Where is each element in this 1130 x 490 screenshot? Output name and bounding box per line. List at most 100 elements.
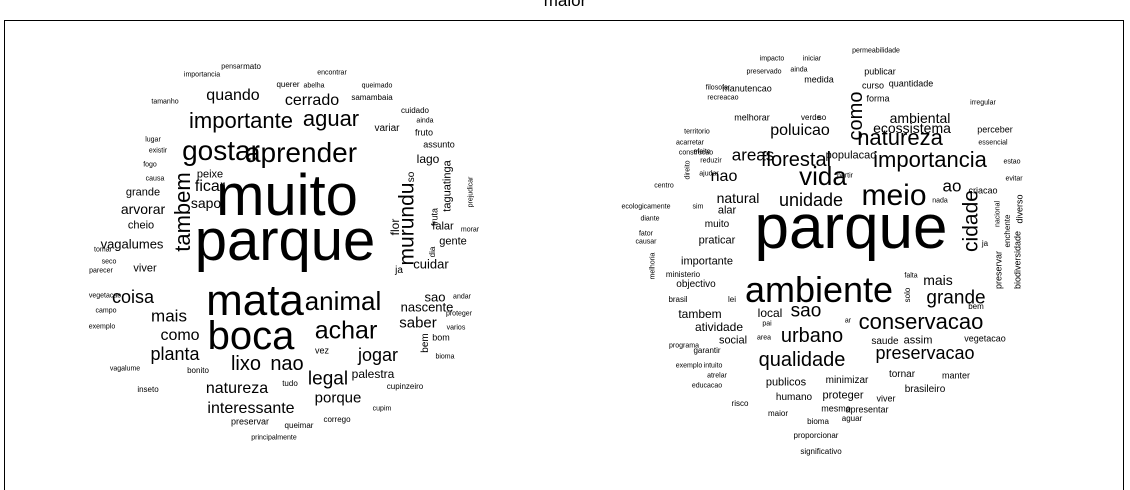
right-word: evitar: [1005, 175, 1023, 183]
left-word: vez: [314, 345, 330, 356]
left-word: principalmente: [251, 434, 297, 442]
left-word: mais: [151, 306, 187, 326]
left-word: bonito: [187, 366, 209, 375]
right-word: grande: [926, 287, 986, 309]
right-word: ao: [942, 176, 962, 196]
right-word: urbano: [780, 325, 844, 347]
right-word: preservado: [746, 68, 782, 76]
right-word: bem: [968, 302, 984, 311]
left-word: queimado: [361, 82, 393, 90]
right-word: forma: [866, 93, 890, 104]
right-word: causar: [635, 238, 657, 246]
right-word: curso: [861, 80, 885, 91]
left-word: ja: [395, 265, 403, 276]
left-word: variar: [374, 123, 400, 134]
right-word: natureza: [857, 125, 943, 150]
left-word: cupinzeiro: [386, 382, 424, 391]
left-word: querer: [276, 80, 300, 89]
right-word: ambiente: [744, 269, 894, 310]
right-word: aguar: [841, 414, 863, 423]
right-word: qualidade: [758, 349, 846, 371]
left-word: fruto: [414, 127, 434, 138]
left-word: inseto: [137, 385, 159, 394]
right-word: medida: [804, 74, 834, 85]
left-word: sao: [424, 289, 446, 305]
left-word: vegetacao: [88, 292, 122, 300]
right-word: florestal: [760, 149, 832, 171]
right-word: atrelar: [707, 372, 727, 380]
right-word: muito: [704, 219, 730, 230]
right-word: exemplo: [675, 362, 703, 370]
right-word: brasileiro: [904, 384, 946, 395]
right-word: vegetacao: [964, 333, 1006, 344]
right-word: alar: [717, 204, 737, 217]
right-word: verde: [800, 113, 822, 122]
left-word: queimar: [284, 421, 314, 430]
left-word: viver: [133, 262, 157, 275]
right-word: publicar: [864, 66, 896, 77]
left-word: tudo: [282, 379, 298, 388]
left-word: arvorar: [120, 201, 166, 217]
left-word: boca: [207, 314, 295, 358]
left-word: como: [160, 327, 200, 344]
right-word: areas: [731, 145, 775, 165]
right-word: maior: [767, 409, 789, 418]
left-word: bom: [432, 332, 450, 343]
right-word: humano: [775, 392, 813, 403]
right-word: partir: [837, 172, 853, 180]
right-word: territorio: [684, 128, 710, 136]
right-word: viver: [876, 393, 896, 404]
left-word: planta: [150, 344, 200, 364]
right-word: essencial: [978, 139, 1008, 147]
right-word: social: [718, 334, 748, 347]
left-word: andar: [453, 293, 471, 301]
left-word: ainda: [416, 117, 434, 125]
left-word: campo: [95, 307, 117, 315]
right-word: lei: [727, 295, 737, 304]
right-word: educacao: [691, 382, 723, 390]
right-word: diante: [640, 215, 660, 223]
left-word: falar: [432, 220, 454, 233]
left-word: encontrar: [317, 69, 347, 77]
right-word: criacao: [968, 185, 998, 196]
left-word: vagalumes: [100, 236, 164, 252]
right-word: poluicao: [770, 122, 830, 139]
right-word: nacional: [994, 200, 1002, 228]
left-word: interessante: [207, 400, 295, 417]
left-word: muito: [216, 163, 358, 228]
left-word: aprender: [244, 137, 358, 168]
right-word: impacto: [759, 55, 785, 63]
left-word: aguar: [302, 106, 360, 131]
left-word: seco: [101, 258, 117, 266]
right-word: permeabilidade: [852, 47, 900, 55]
left-word: importante: [189, 108, 293, 133]
left-word: lixo: [230, 353, 262, 375]
left-word: parque: [194, 208, 376, 273]
right-word: intuito: [703, 362, 723, 370]
left-word: nascente: [400, 299, 454, 315]
right-word: quantidade: [888, 78, 934, 89]
left-word: cuidado: [400, 106, 430, 115]
right-word: filosofar: [705, 84, 731, 92]
right-word: minimizar: [825, 375, 869, 386]
right-word: programa: [669, 342, 699, 350]
right-word: irregular: [970, 99, 996, 107]
left-word: fogo: [143, 161, 157, 169]
left-word: nao: [270, 353, 304, 375]
right-word: tambem: [678, 307, 722, 321]
right-word: direito: [684, 160, 692, 180]
right-word: melhoria: [649, 252, 657, 280]
right-word: meio: [861, 179, 927, 212]
right-word: ecologicamente: [621, 203, 671, 211]
right-word: conservacao: [858, 309, 984, 334]
left-word: gostar: [182, 135, 260, 166]
right-word: atividade: [694, 320, 744, 334]
left-word: parecer: [89, 267, 113, 275]
right-word: acarretar: [675, 139, 705, 147]
left-word: grande: [125, 186, 161, 199]
figure-caption: maior: [543, 0, 587, 10]
right-word: area: [756, 334, 772, 342]
left-word: legal: [307, 368, 349, 390]
left-word: morar: [460, 226, 480, 234]
right-word: falta: [904, 272, 918, 280]
